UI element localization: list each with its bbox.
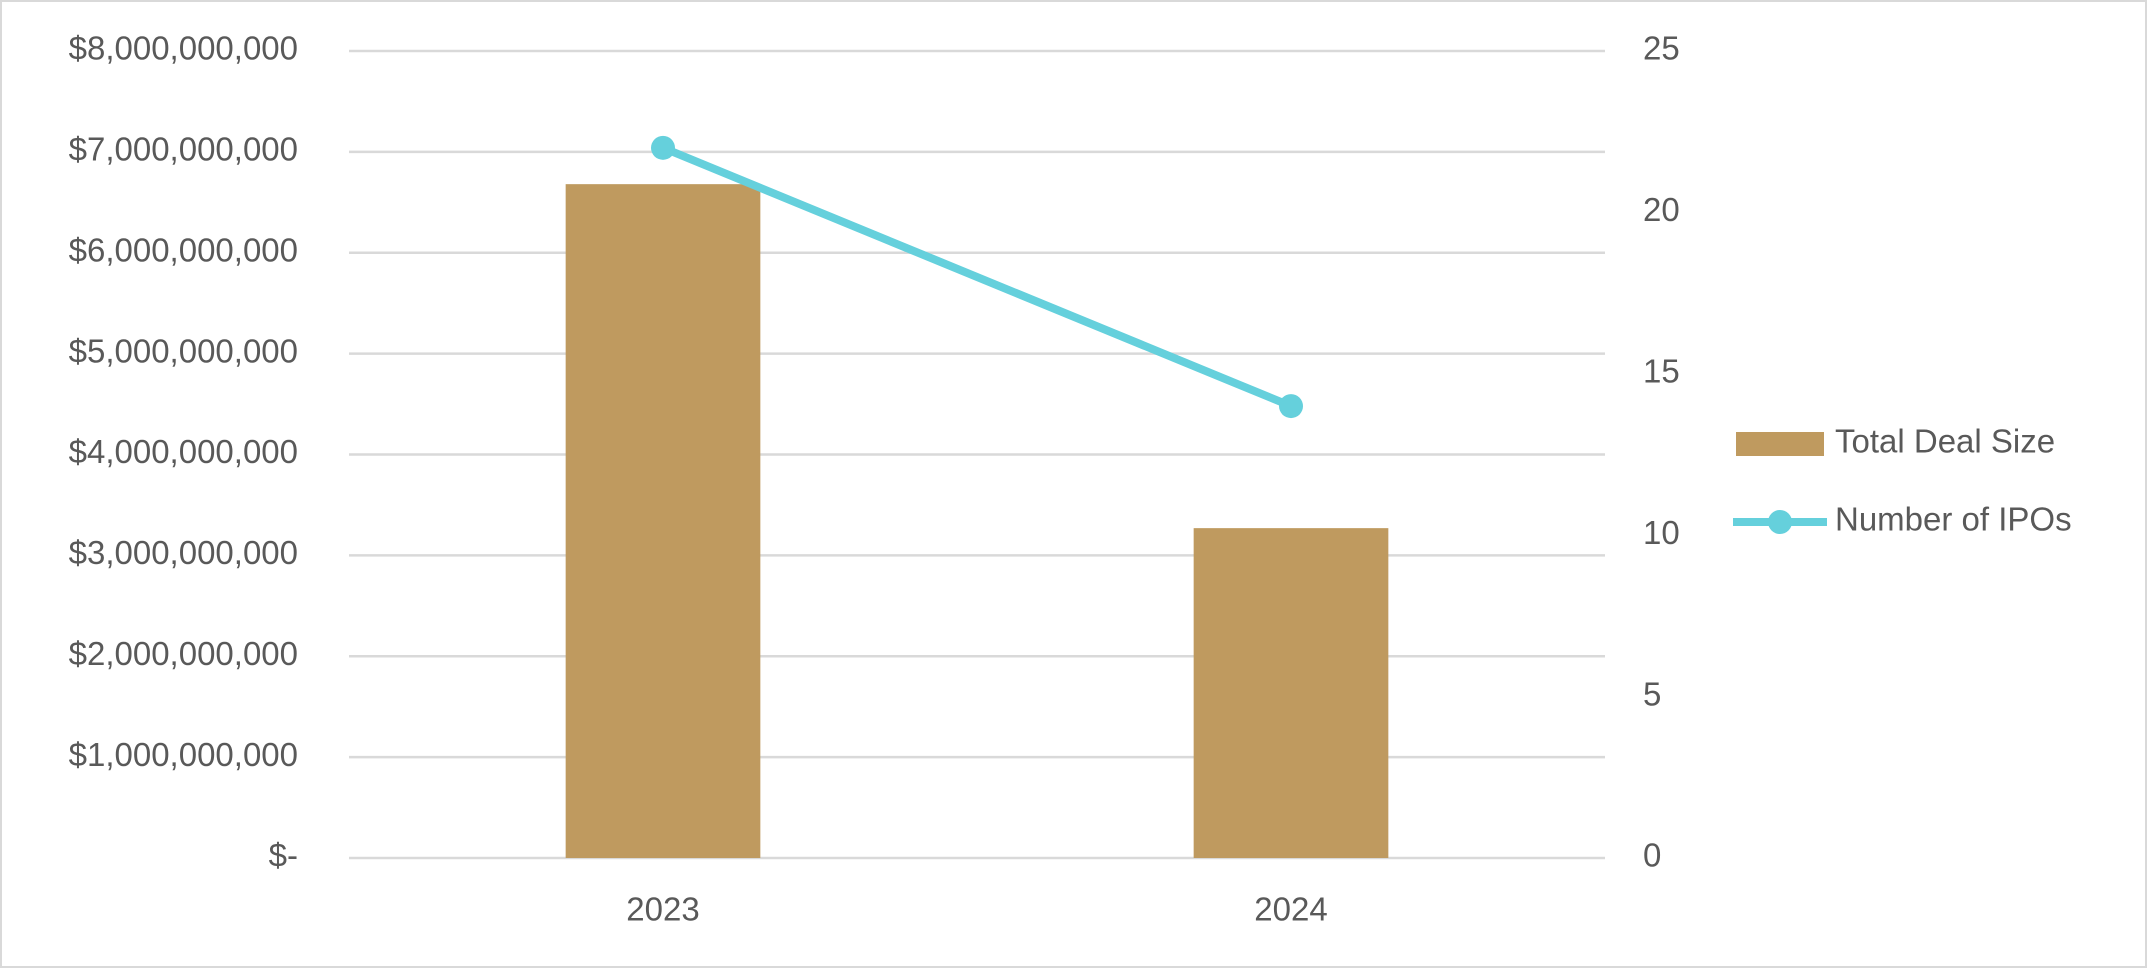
y2-tick-label: 25	[1643, 30, 1680, 67]
y-tick-label: $2,000,000,000	[69, 635, 298, 672]
y2-tick-label: 5	[1643, 675, 1661, 712]
bar	[565, 184, 761, 858]
y2-tick-label: 10	[1643, 514, 1680, 551]
y-tick-label: $6,000,000,000	[69, 231, 298, 268]
legend-marker	[1768, 510, 1792, 534]
line	[661, 144, 1293, 410]
bar	[1193, 528, 1389, 858]
y2-tick-label: 20	[1643, 191, 1680, 228]
y-tick-label: $8,000,000,000	[69, 30, 298, 67]
y-tick-label: $4,000,000,000	[69, 433, 298, 470]
x-tick-label: 2024	[1254, 891, 1327, 928]
y2-tick-label: 15	[1643, 353, 1680, 390]
y-tick-label: $7,000,000,000	[69, 131, 298, 168]
x-tick-label: 2023	[626, 891, 699, 928]
y2-tick-label: 0	[1643, 837, 1661, 874]
legend-label: Total Deal Size	[1835, 423, 2055, 460]
line-marker	[1279, 394, 1303, 419]
y-tick-label: $3,000,000,000	[69, 534, 298, 571]
legend-label: Number of IPOs	[1835, 501, 2072, 538]
y-tick-label: $-	[269, 837, 298, 874]
line-marker	[651, 135, 675, 160]
legend-swatch	[1736, 432, 1824, 456]
y-tick-label: $1,000,000,000	[69, 736, 298, 773]
y-tick-label: $5,000,000,000	[69, 332, 298, 369]
